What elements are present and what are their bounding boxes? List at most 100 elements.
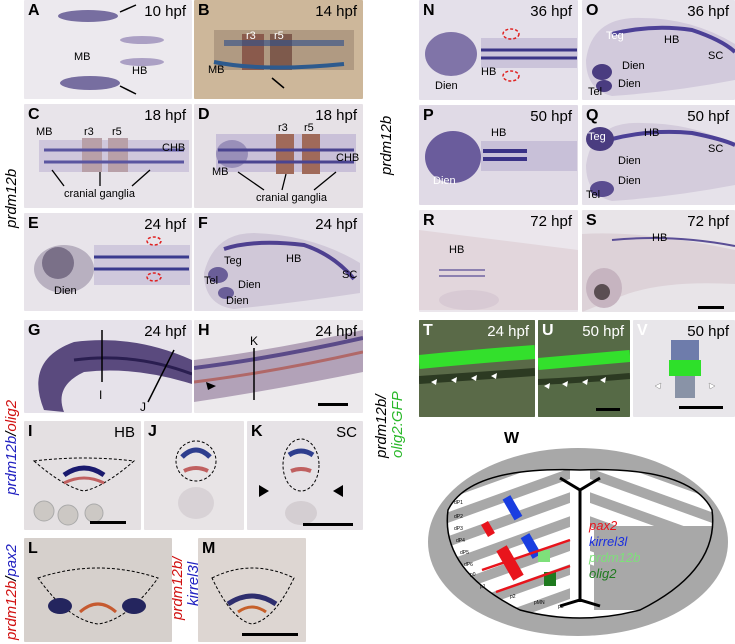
panel-h-scalebar <box>318 403 348 406</box>
panel-w-diagram: dP1 dP2 dP3 dP4 dP5 dP6 p0 p1 p2 pMN p3 <box>428 448 728 636</box>
panel-d-image <box>216 134 356 191</box>
panel-j: J <box>144 421 244 530</box>
domain-label-p2: p2 <box>510 594 516 600</box>
panel-s-label: S <box>586 212 597 229</box>
panel-b-label: B <box>198 2 210 19</box>
panel-q-tel: Tel <box>586 189 601 201</box>
panel-n-hb: HB <box>481 66 497 78</box>
panel-i-image <box>32 457 136 526</box>
panel-f-stage: 24 hpf <box>315 216 357 233</box>
l-label: prdm12b/pax2 <box>3 544 20 640</box>
panel-d-chb: CHB <box>336 152 360 164</box>
panel-f-dien1: Dien <box>238 279 261 291</box>
panel-p-label: P <box>423 107 434 124</box>
panel-o: O 36 hpf Teg HB SC Tel Dien Dien <box>582 0 735 100</box>
panel-p: P 50 hpf Dien HB <box>419 105 578 205</box>
panel-e-dien: Dien <box>54 285 77 297</box>
panel-f-image <box>204 233 360 309</box>
panel-c-r3: r3 <box>84 126 94 138</box>
panel-b-mb: MB <box>208 64 225 76</box>
panel-o-image <box>586 17 735 97</box>
panel-b-r3: r3 <box>246 30 256 42</box>
legend-item-prdm12b: prdm12b <box>589 550 641 565</box>
panel-k-region: SC <box>336 424 357 441</box>
tuv-label: prdm12b/olig2:GFP <box>373 391 406 458</box>
panel-b-image <box>213 30 354 89</box>
panel-w-label: W <box>504 430 520 447</box>
panel-g-stage: 24 hpf <box>144 323 186 340</box>
panel-c: C 18 hpf MB r3 r5 CHB cranial ganglia <box>24 104 192 208</box>
panel-o-tel: Tel <box>588 86 603 98</box>
panel-m-image <box>211 567 295 625</box>
panel-m-scalebar <box>242 633 298 636</box>
domain-label-dP2: dP2 <box>454 514 463 520</box>
panel-u: U 50 hpf <box>538 320 630 417</box>
panel-b-stage: 14 hpf <box>315 3 357 20</box>
panel-c-label: C <box>28 106 40 123</box>
panel-d-r3: r3 <box>278 122 288 134</box>
panel-h-stage: 24 hpf <box>315 323 357 340</box>
left-gene-label: prdm12b <box>3 168 20 228</box>
panel-u-image <box>538 320 630 417</box>
panel-o-dien1: Dien <box>622 60 645 72</box>
domain-label-dP3: dP3 <box>454 526 463 532</box>
panel-q: Q 50 hpf Teg HB SC Tel Dien Dien <box>582 105 735 205</box>
panel-d-ganglia: cranial ganglia <box>256 192 327 204</box>
panel-f-label: F <box>198 215 208 232</box>
panel-h-label: H <box>198 322 210 339</box>
panel-a-image <box>58 4 164 95</box>
panel-q-dien1: Dien <box>618 155 641 167</box>
panel-f: F 24 hpf Teg HB SC Tel Dien Dien <box>194 213 363 311</box>
panel-p-stage: 50 hpf <box>530 108 572 125</box>
panel-q-hb: HB <box>644 127 660 139</box>
gh-label: prdm12b/olig2 <box>3 399 20 495</box>
right-gene-label: prdm12b <box>378 115 395 175</box>
panel-n-stage: 36 hpf <box>530 3 572 20</box>
panel-i-scalebar <box>90 521 126 524</box>
panel-n-label: N <box>423 2 435 19</box>
panel-s-hb: HB <box>652 232 668 244</box>
panel-c-mb: MB <box>36 126 53 138</box>
panel-q-teg: Teg <box>588 131 606 143</box>
panel-s: S 72 hpf HB <box>582 210 735 312</box>
domain-label-pMN: pMN <box>534 600 545 606</box>
panel-l: L <box>24 538 172 642</box>
panel-p-dien: Dien <box>433 175 456 187</box>
panel-c-stage: 18 hpf <box>144 107 186 124</box>
panel-p-hb: HB <box>491 127 507 139</box>
panel-v-image <box>654 340 716 398</box>
panel-i-label: I <box>28 423 33 440</box>
panel-c-ganglia: cranial ganglia <box>64 188 135 200</box>
panel-d: D 18 hpf MB r3 r5 CHB cranial ganglia <box>194 104 363 208</box>
panel-u-stage: 50 hpf <box>582 323 624 340</box>
panel-e-label: E <box>28 215 39 232</box>
panel-d-r5: r5 <box>304 122 314 134</box>
panel-o-dien2: Dien <box>618 78 641 90</box>
panel-a-hb: HB <box>132 65 148 77</box>
panel-g-label: G <box>28 322 41 339</box>
panel-g: G 24 hpf I J <box>24 320 192 413</box>
legend-item-pax2: pax2 <box>589 518 618 533</box>
panel-h-k: K <box>250 334 259 348</box>
panel-e: E 24 hpf Dien <box>24 213 192 311</box>
panel-r-hb: HB <box>449 244 465 256</box>
panel-q-stage: 50 hpf <box>687 108 729 125</box>
panel-c-chb: CHB <box>162 142 186 154</box>
panel-f-teg: Teg <box>224 255 242 267</box>
domain-label-dP6: dP6 <box>464 562 473 568</box>
panel-r-label: R <box>423 212 435 229</box>
panel-s-stage: 72 hpf <box>687 213 729 230</box>
panel-f-dien2: Dien <box>226 295 249 307</box>
panel-p-image <box>425 131 577 183</box>
domain-label-dP1: dP1 <box>454 500 463 506</box>
panel-o-teg: Teg <box>606 30 624 42</box>
panel-n-image <box>425 28 577 82</box>
panel-o-hb: HB <box>664 34 680 46</box>
panel-h-image <box>194 330 363 402</box>
panel-v-stage: 50 hpf <box>687 323 729 340</box>
panel-e-stage: 24 hpf <box>144 216 186 233</box>
domain-label-p0: p0 <box>470 572 476 578</box>
legend-item-olig2: olig2 <box>589 566 617 581</box>
panel-g-i: I <box>99 388 103 402</box>
legend-item-kirrel3l: kirrel3l <box>589 534 628 549</box>
